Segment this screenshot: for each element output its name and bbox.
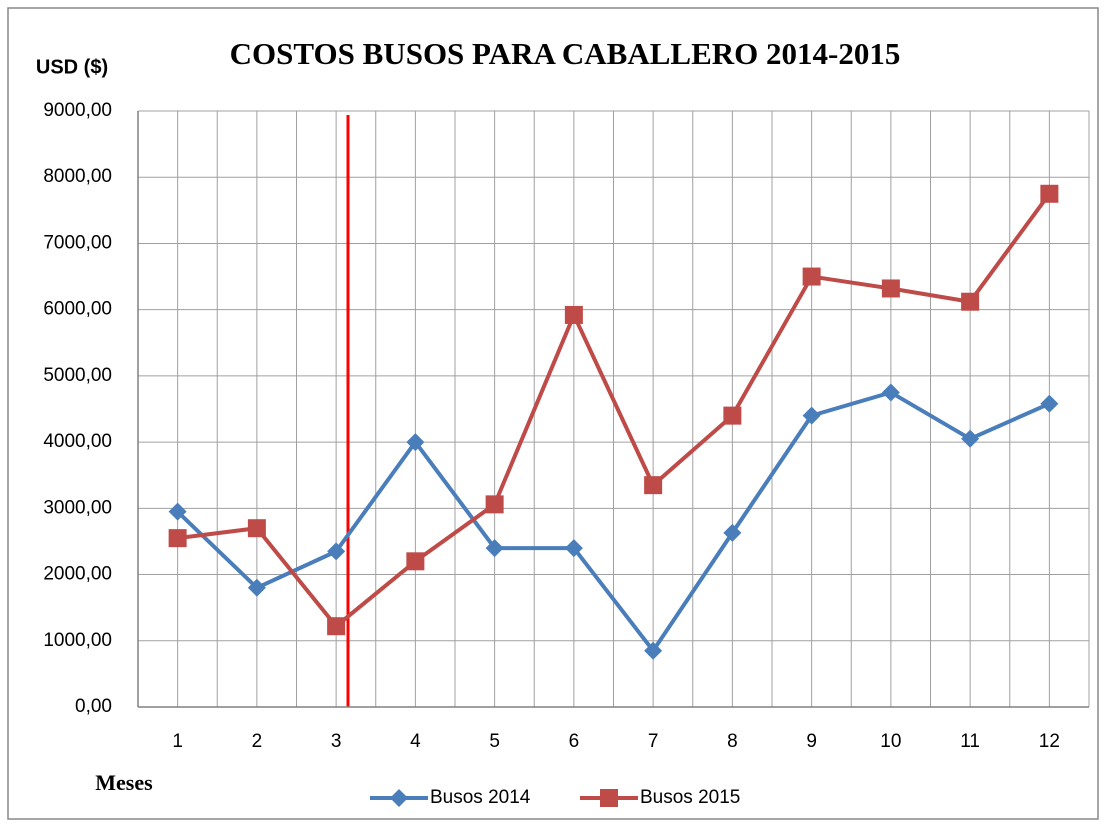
chart-title: COSTOS BUSOS PARA CABALLERO 2014-2015 [230, 36, 901, 71]
marker [247, 578, 266, 597]
y-tick-label: 7000,00 [43, 232, 112, 253]
grid [137, 110, 1090, 708]
x-tick-label: 12 [1039, 731, 1060, 752]
x-axis-title: Meses [95, 770, 153, 795]
x-tick-label: 11 [960, 731, 980, 752]
marker [168, 529, 187, 548]
series-line [176, 390, 1051, 653]
marker [485, 495, 504, 514]
legend-marker [390, 789, 408, 807]
marker [881, 279, 900, 298]
marker [327, 542, 346, 561]
marker [802, 406, 821, 425]
marker [961, 292, 980, 311]
x-tick-label: 10 [880, 731, 901, 752]
marker [485, 539, 504, 558]
legend-marker [600, 789, 618, 807]
marker [406, 552, 425, 571]
x-tick-label: 7 [648, 731, 659, 752]
x-tick-label: 1 [172, 731, 183, 752]
x-tick-label: 2 [252, 731, 263, 752]
x-tick-label: 5 [489, 731, 500, 752]
y-tick-label: 5000,00 [43, 365, 112, 386]
y-tick-label: 4000,00 [43, 431, 112, 452]
marker [644, 641, 663, 660]
y-tick-label: 3000,00 [43, 497, 112, 518]
marker [1040, 394, 1059, 413]
marker [644, 476, 663, 495]
y-tick-label: 6000,00 [43, 299, 112, 320]
marker [723, 523, 742, 542]
chart-border [7, 7, 1099, 820]
marker [802, 267, 821, 286]
marker [961, 429, 980, 448]
marker [327, 617, 346, 636]
marker [1040, 184, 1059, 203]
marker [564, 539, 583, 558]
y-tick-label: 1000,00 [43, 630, 112, 651]
marker [881, 383, 900, 402]
marker [723, 406, 742, 425]
marker [564, 305, 583, 324]
y-tick-label: 2000,00 [43, 564, 112, 585]
legend-label: Busos 2014 [430, 787, 531, 808]
marker [406, 433, 425, 452]
x-tick-label: 6 [569, 731, 580, 752]
y-tick-label: 0,00 [75, 696, 112, 717]
x-tick-label: 4 [410, 731, 421, 752]
x-tick-label: 8 [727, 731, 738, 752]
y-tick-label: 9000,00 [43, 100, 112, 121]
y-axis-title: USD ($) [36, 56, 108, 78]
marker [247, 519, 266, 538]
x-tick-label: 3 [331, 731, 342, 752]
y-tick-label: 8000,00 [43, 166, 112, 187]
marker [168, 502, 187, 521]
series-line [177, 192, 1051, 629]
x-tick-label: 9 [806, 731, 817, 752]
legend-label: Busos 2015 [640, 787, 740, 808]
